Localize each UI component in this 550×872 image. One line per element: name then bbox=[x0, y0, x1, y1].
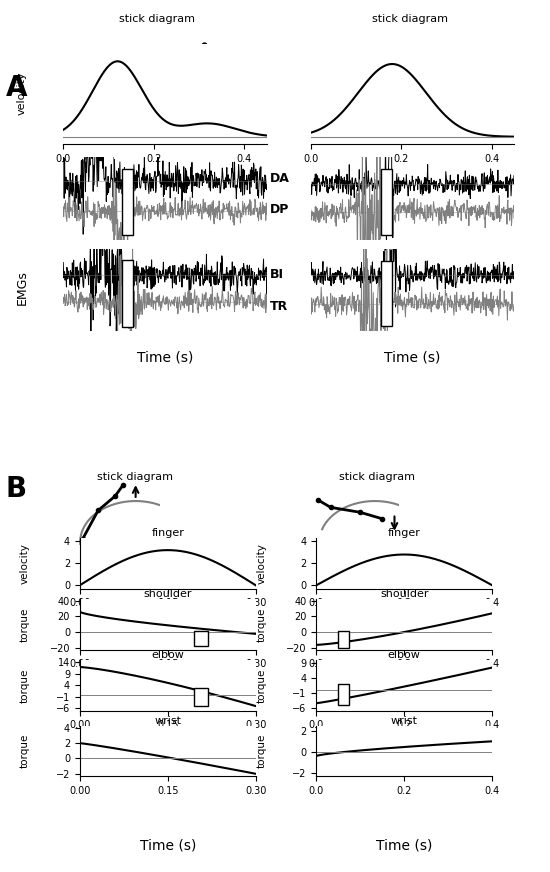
Text: DA: DA bbox=[270, 173, 289, 185]
Text: torque: torque bbox=[256, 607, 266, 642]
Title: finger: finger bbox=[388, 528, 421, 538]
Text: Time (s): Time (s) bbox=[140, 839, 196, 853]
Text: velocity: velocity bbox=[17, 72, 27, 115]
Text: stick diagram: stick diagram bbox=[119, 14, 195, 24]
Text: torque: torque bbox=[256, 733, 266, 768]
Bar bbox=[338, 684, 349, 705]
Bar bbox=[381, 169, 392, 235]
Text: BI: BI bbox=[270, 269, 283, 281]
Title: wrist: wrist bbox=[390, 716, 418, 726]
Bar bbox=[194, 630, 208, 646]
Bar bbox=[194, 688, 208, 706]
Text: A: A bbox=[6, 74, 27, 102]
Text: Time (s): Time (s) bbox=[137, 351, 193, 364]
Text: torque: torque bbox=[256, 668, 266, 703]
Title: wrist: wrist bbox=[154, 716, 182, 726]
Text: EMGs: EMGs bbox=[15, 270, 29, 305]
Text: torque: torque bbox=[20, 733, 30, 768]
Bar bbox=[122, 169, 133, 235]
Text: torque: torque bbox=[20, 607, 30, 642]
Title: elbow: elbow bbox=[388, 651, 421, 660]
Text: Time (s): Time (s) bbox=[376, 839, 432, 853]
Text: Time (s): Time (s) bbox=[384, 351, 441, 364]
Title: shoulder: shoulder bbox=[380, 589, 428, 599]
Text: velocity: velocity bbox=[20, 543, 30, 583]
Text: velocity: velocity bbox=[256, 543, 266, 583]
Title: finger: finger bbox=[151, 528, 184, 538]
Text: torque: torque bbox=[20, 668, 30, 703]
Text: TR: TR bbox=[270, 301, 288, 313]
Text: stick diagram: stick diagram bbox=[339, 472, 415, 481]
Text: B: B bbox=[6, 475, 26, 503]
Bar bbox=[122, 261, 133, 327]
Text: stick diagram: stick diagram bbox=[97, 472, 173, 481]
Bar bbox=[381, 261, 392, 326]
Bar bbox=[338, 630, 349, 648]
Title: shoulder: shoulder bbox=[144, 589, 192, 599]
Text: DP: DP bbox=[270, 203, 289, 215]
Title: elbow: elbow bbox=[151, 651, 184, 660]
Text: stick diagram: stick diagram bbox=[372, 14, 448, 24]
